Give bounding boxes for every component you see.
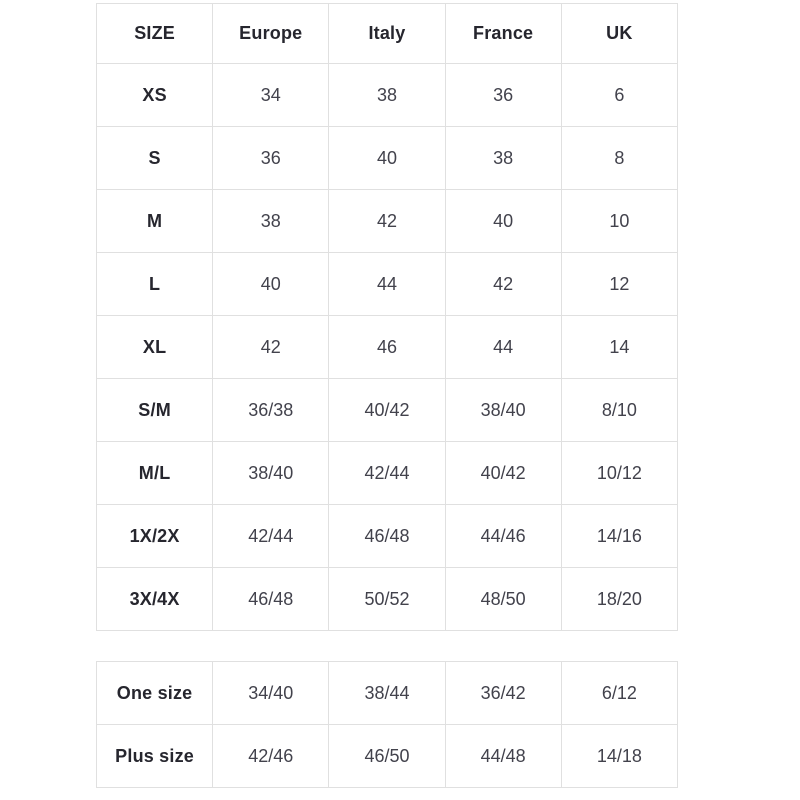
- size-row-label: M: [95, 189, 214, 253]
- size-cell: 36: [444, 63, 562, 127]
- size-cell: 42/46: [212, 724, 330, 788]
- size-row-label: 3X/4X: [95, 567, 214, 631]
- size-cell: 50/52: [328, 567, 446, 631]
- size-cell: 10: [560, 189, 679, 253]
- size-cell: 38: [328, 63, 446, 127]
- size-cell: 8: [560, 126, 679, 190]
- size-cell: 44/46: [444, 504, 562, 568]
- column-header-uk: UK: [560, 3, 679, 64]
- size-cell: 42: [444, 252, 562, 316]
- size-row-label: M/L: [95, 441, 214, 505]
- size-cell: 44: [444, 315, 562, 379]
- size-conversion-charts: SIZE Europe Italy France UK XS 34 38 36 …: [95, 3, 679, 788]
- size-row-label: L: [95, 252, 214, 316]
- size-cell: 36/38: [212, 378, 330, 442]
- size-cell: 48/50: [444, 567, 562, 631]
- size-cell: 14: [560, 315, 679, 379]
- size-cell: 10/12: [560, 441, 679, 505]
- table-row: M 38 42 40 10: [95, 189, 679, 253]
- size-cell: 12: [560, 252, 679, 316]
- size-row-label: S: [95, 126, 214, 190]
- size-cell: 38: [212, 189, 330, 253]
- size-cell: 40: [444, 189, 562, 253]
- size-cell: 8/10: [560, 378, 679, 442]
- size-cell: 40/42: [444, 441, 562, 505]
- table-row: XS 34 38 36 6: [95, 63, 679, 127]
- tables-spacer: [96, 631, 678, 661]
- table-row: 3X/4X 46/48 50/52 48/50 18/20: [95, 567, 679, 631]
- size-row-label: One size: [95, 661, 214, 725]
- table-row: XL 42 46 44 14: [95, 315, 679, 379]
- size-cell: 38/44: [328, 661, 446, 725]
- size-cell: 46/50: [328, 724, 446, 788]
- size-cell: 46/48: [212, 567, 330, 631]
- size-cell: 44: [328, 252, 446, 316]
- column-header-europe: Europe: [212, 3, 330, 64]
- size-cell: 6/12: [560, 661, 679, 725]
- size-cell: 38/40: [212, 441, 330, 505]
- table-row: M/L 38/40 42/44 40/42 10/12: [95, 441, 679, 505]
- header-row: SIZE Europe Italy France UK: [95, 3, 679, 64]
- table-row: S/M 36/38 40/42 38/40 8/10: [95, 378, 679, 442]
- size-row-label: S/M: [95, 378, 214, 442]
- size-conversion-table: SIZE Europe Italy France UK XS 34 38 36 …: [95, 3, 679, 631]
- size-cell: 42/44: [328, 441, 446, 505]
- size-cell: 46/48: [328, 504, 446, 568]
- size-cell: 18/20: [560, 567, 679, 631]
- size-cell: 42: [212, 315, 330, 379]
- column-header-size: SIZE: [95, 3, 214, 64]
- table-row: L 40 44 42 12: [95, 252, 679, 316]
- size-cell: 42: [328, 189, 446, 253]
- size-row-label: 1X/2X: [95, 504, 214, 568]
- size-cell: 34: [212, 63, 330, 127]
- size-cell: 40/42: [328, 378, 446, 442]
- table-row: 1X/2X 42/44 46/48 44/46 14/16: [95, 504, 679, 568]
- size-cell: 34/40: [212, 661, 330, 725]
- size-row-label: XL: [95, 315, 214, 379]
- size-cell: 6: [560, 63, 679, 127]
- column-header-france: France: [444, 3, 562, 64]
- size-cell: 42/44: [212, 504, 330, 568]
- size-cell: 38: [444, 126, 562, 190]
- size-cell: 36: [212, 126, 330, 190]
- special-size-table: One size 34/40 38/44 36/42 6/12 Plus siz…: [95, 661, 679, 788]
- size-cell: 14/16: [560, 504, 679, 568]
- table-row: One size 34/40 38/44 36/42 6/12: [95, 661, 679, 725]
- table-row: S 36 40 38 8: [95, 126, 679, 190]
- size-cell: 40: [212, 252, 330, 316]
- size-cell: 40: [328, 126, 446, 190]
- size-cell: 46: [328, 315, 446, 379]
- size-row-label: XS: [95, 63, 214, 127]
- size-cell: 44/48: [444, 724, 562, 788]
- table-row: Plus size 42/46 46/50 44/48 14/18: [95, 724, 679, 788]
- size-cell: 38/40: [444, 378, 562, 442]
- column-header-italy: Italy: [328, 3, 446, 64]
- size-cell: 14/18: [560, 724, 679, 788]
- size-row-label: Plus size: [95, 724, 214, 788]
- size-cell: 36/42: [444, 661, 562, 725]
